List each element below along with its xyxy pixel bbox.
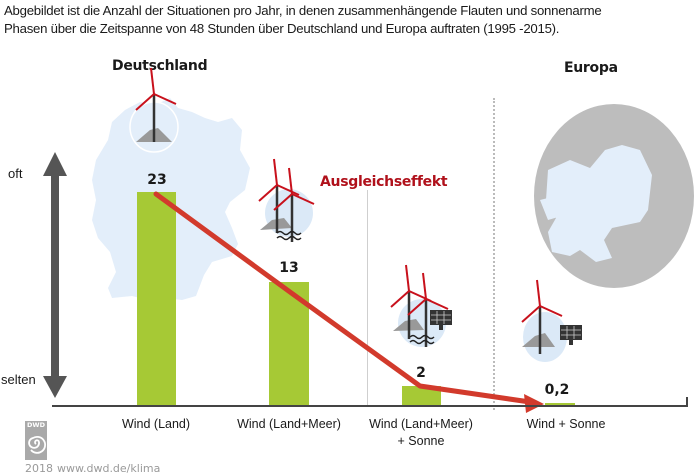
footer-year: 2018 [25, 462, 53, 475]
wind-land-sea-sun-icon [389, 263, 453, 349]
category-label-2: Wind (Land+Meer) [237, 417, 341, 431]
category-label-3-line2: + Sonne [397, 434, 445, 448]
value-label-3: 2 [416, 365, 426, 381]
value-label-2: 13 [279, 260, 299, 276]
category-label-4: Wind + Sonne [526, 417, 606, 431]
category-label-1: Wind (Land) [121, 417, 191, 431]
effect-label: Ausgleichseffekt [320, 174, 448, 190]
region-title-germany: Deutschland [112, 58, 208, 74]
europe-map [534, 104, 694, 288]
axis-label-oft: oft [8, 166, 23, 181]
axis-label-selten: selten [1, 372, 36, 387]
chart-caption: Abgebildet ist die Anzahl der Situatione… [4, 2, 694, 38]
caption-line-2: Phasen über die Zeitspanne von 48 Stunde… [4, 21, 560, 36]
dwd-logo-text: DWD [27, 421, 45, 429]
wind-land-sea-icon [257, 157, 316, 244]
value-label-1: 23 [147, 172, 167, 188]
bar-wind-sun [545, 403, 575, 405]
frequency-arrow-icon [43, 152, 67, 398]
category-label-3: Wind (Land+Meer) + Sonne [358, 416, 484, 450]
bar-wind-land-sea-sun [402, 386, 441, 405]
effect-divider [367, 190, 368, 405]
wind-land-icon [129, 66, 179, 153]
trend-arrowhead-icon [524, 394, 544, 413]
footer-url[interactable]: www.dwd.de/klima [57, 462, 161, 475]
dwd-logo: DWD [25, 421, 47, 460]
spiral-icon [28, 435, 46, 454]
caption-line-1: Abgebildet ist die Anzahl der Situatione… [4, 3, 602, 18]
region-divider [493, 98, 495, 410]
wind-sun-icon [520, 278, 583, 362]
value-label-4: 0,2 [544, 382, 570, 398]
category-label-3-line1: Wind (Land+Meer) [369, 417, 473, 431]
x-axis-line [52, 405, 688, 407]
x-axis-end-tick [686, 397, 688, 406]
region-title-europe: Europa [564, 60, 618, 76]
bar-wind-land [137, 192, 176, 405]
